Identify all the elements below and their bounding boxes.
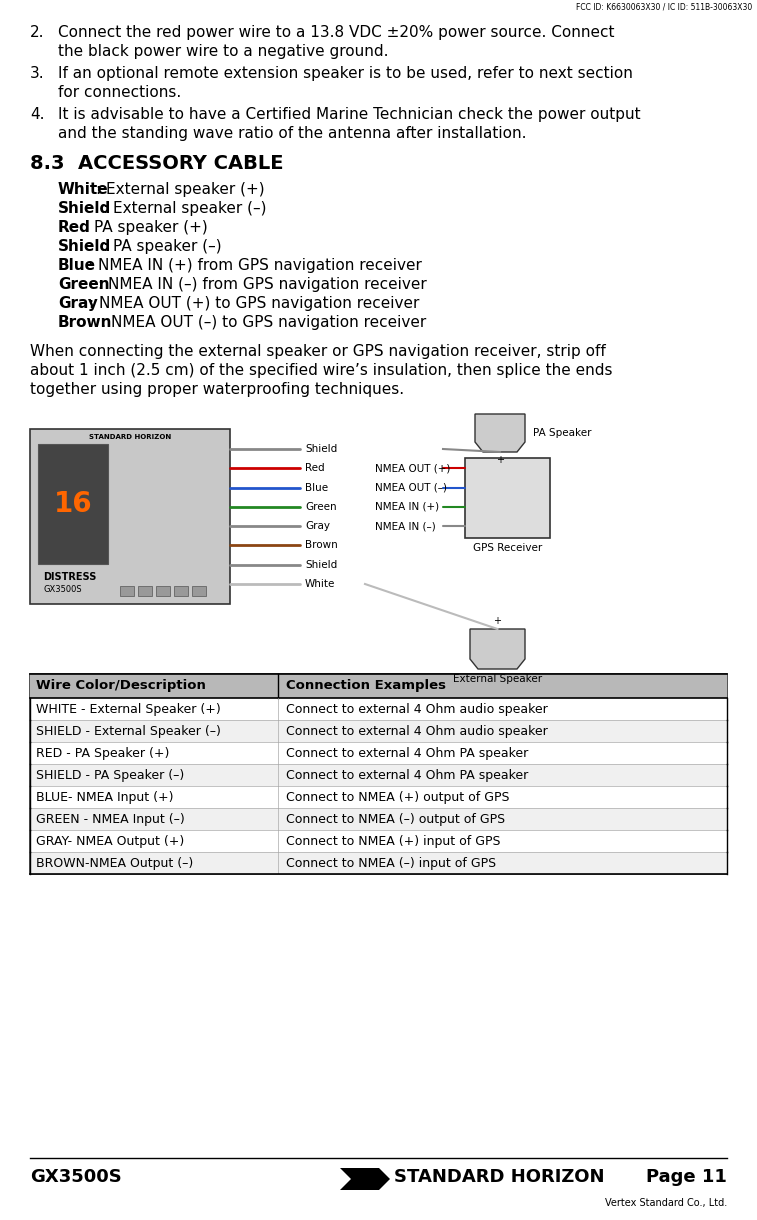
Bar xyxy=(30,742,727,764)
Text: 16: 16 xyxy=(54,490,92,518)
Text: : External speaker (–): : External speaker (–) xyxy=(103,201,266,216)
Polygon shape xyxy=(340,1168,373,1190)
Text: It is advisable to have a Certified Marine Technician check the power output: It is advisable to have a Certified Mari… xyxy=(58,107,640,122)
Text: Connection Examples: Connection Examples xyxy=(286,680,446,693)
Text: GREEN - NMEA Input (–): GREEN - NMEA Input (–) xyxy=(36,813,185,826)
Bar xyxy=(30,852,727,874)
Text: Connect to external 4 Ohm audio speaker: Connect to external 4 Ohm audio speaker xyxy=(286,703,548,715)
Text: NMEA OUT (+): NMEA OUT (+) xyxy=(375,464,450,473)
Text: External Speaker: External Speaker xyxy=(453,673,542,684)
Bar xyxy=(30,830,727,852)
Text: FCC ID: K6630063X30 / IC ID: 511B-30063X30: FCC ID: K6630063X30 / IC ID: 511B-30063X… xyxy=(576,2,752,12)
Text: Connect to NMEA (–) output of GPS: Connect to NMEA (–) output of GPS xyxy=(286,813,505,826)
Bar xyxy=(120,586,134,597)
Text: Wire Color/Description: Wire Color/Description xyxy=(36,680,206,693)
Text: : PA speaker (–): : PA speaker (–) xyxy=(103,239,222,254)
Text: GRAY- NMEA Output (+): GRAY- NMEA Output (+) xyxy=(36,834,184,848)
Text: GX3500S: GX3500S xyxy=(43,584,82,593)
Bar xyxy=(30,764,727,786)
Text: NMEA IN (+): NMEA IN (+) xyxy=(375,501,439,512)
Text: NMEA IN (–): NMEA IN (–) xyxy=(375,521,436,531)
Text: STANDARD HORIZON: STANDARD HORIZON xyxy=(394,1168,605,1186)
Text: Green: Green xyxy=(305,501,337,512)
Text: DISTRESS: DISTRESS xyxy=(43,572,96,582)
Text: : NMEA OUT (+) to GPS navigation receiver: : NMEA OUT (+) to GPS navigation receive… xyxy=(89,296,419,311)
Text: : PA speaker (+): : PA speaker (+) xyxy=(84,220,207,235)
Bar xyxy=(30,808,727,830)
Text: GPS Receiver: GPS Receiver xyxy=(473,543,542,554)
Text: Connect to NMEA (–) input of GPS: Connect to NMEA (–) input of GPS xyxy=(286,856,496,870)
Polygon shape xyxy=(470,630,525,669)
Bar xyxy=(30,429,230,604)
Text: +: + xyxy=(494,616,501,626)
Text: Red: Red xyxy=(58,220,91,235)
Text: Page 11: Page 11 xyxy=(646,1168,727,1186)
Text: 3.: 3. xyxy=(30,66,45,81)
Text: Connect the red power wire to a 13.8 VDC ±20% power source. Connect: Connect the red power wire to a 13.8 VDC… xyxy=(58,24,615,40)
Text: +: + xyxy=(496,455,504,465)
Text: Shield: Shield xyxy=(305,444,338,454)
Text: Connect to external 4 Ohm PA speaker: Connect to external 4 Ohm PA speaker xyxy=(286,769,528,782)
Bar xyxy=(192,586,206,597)
Text: Blue: Blue xyxy=(305,483,328,493)
Bar xyxy=(30,673,727,874)
Text: Brown: Brown xyxy=(58,315,113,329)
Bar xyxy=(138,586,152,597)
Text: When connecting the external speaker or GPS navigation receiver, strip off: When connecting the external speaker or … xyxy=(30,344,606,359)
Text: Connect to NMEA (+) input of GPS: Connect to NMEA (+) input of GPS xyxy=(286,834,500,848)
Text: together using proper waterproofing techniques.: together using proper waterproofing tech… xyxy=(30,382,404,396)
Text: White: White xyxy=(58,182,108,196)
Bar xyxy=(38,444,108,564)
Text: about 1 inch (2.5 cm) of the specified wire’s insulation, then splice the ends: about 1 inch (2.5 cm) of the specified w… xyxy=(30,364,612,378)
Text: Gray: Gray xyxy=(305,521,330,531)
Bar xyxy=(30,698,727,720)
Text: Vertex Standard Co., Ltd.: Vertex Standard Co., Ltd. xyxy=(605,1198,727,1208)
Text: 8.3  ACCESSORY CABLE: 8.3 ACCESSORY CABLE xyxy=(30,154,284,173)
Text: : NMEA OUT (–) to GPS navigation receiver: : NMEA OUT (–) to GPS navigation receive… xyxy=(101,315,426,329)
Bar xyxy=(30,720,727,742)
Text: Green: Green xyxy=(58,277,110,292)
Text: Connect to external 4 Ohm audio speaker: Connect to external 4 Ohm audio speaker xyxy=(286,725,548,738)
Text: Connect to NMEA (+) output of GPS: Connect to NMEA (+) output of GPS xyxy=(286,791,509,804)
Text: Shield: Shield xyxy=(58,239,111,254)
Text: STANDARD HORIZON: STANDARD HORIZON xyxy=(89,434,171,440)
Text: and the standing wave ratio of the antenna after installation.: and the standing wave ratio of the anten… xyxy=(58,126,527,142)
Text: Connect to external 4 Ohm PA speaker: Connect to external 4 Ohm PA speaker xyxy=(286,747,528,760)
Text: for connections.: for connections. xyxy=(58,85,181,100)
Text: : NMEA IN (–) from GPS navigation receiver: : NMEA IN (–) from GPS navigation receiv… xyxy=(98,277,427,292)
Bar xyxy=(30,786,727,808)
Text: If an optional remote extension speaker is to be used, refer to next section: If an optional remote extension speaker … xyxy=(58,66,633,81)
Bar xyxy=(30,673,727,698)
Polygon shape xyxy=(475,414,525,451)
Text: NMEA OUT (–): NMEA OUT (–) xyxy=(375,483,447,493)
Text: SHIELD - External Speaker (–): SHIELD - External Speaker (–) xyxy=(36,725,221,738)
Text: Shield: Shield xyxy=(305,560,338,570)
Text: BROWN-NMEA Output (–): BROWN-NMEA Output (–) xyxy=(36,856,193,870)
Text: the black power wire to a negative ground.: the black power wire to a negative groun… xyxy=(58,44,388,59)
Text: 4.: 4. xyxy=(30,107,45,122)
Text: SHIELD - PA Speaker (–): SHIELD - PA Speaker (–) xyxy=(36,769,184,782)
Text: : NMEA IN (+) from GPS navigation receiver: : NMEA IN (+) from GPS navigation receiv… xyxy=(88,257,422,273)
Text: Red: Red xyxy=(305,464,325,473)
Text: 2.: 2. xyxy=(30,24,45,40)
Text: PA Speaker: PA Speaker xyxy=(533,428,591,438)
Text: Shield: Shield xyxy=(58,201,111,216)
Text: WHITE - External Speaker (+): WHITE - External Speaker (+) xyxy=(36,703,221,715)
Bar xyxy=(174,586,188,597)
Text: RED - PA Speaker (+): RED - PA Speaker (+) xyxy=(36,747,170,760)
Text: White: White xyxy=(305,580,335,589)
Text: GX3500S: GX3500S xyxy=(30,1168,122,1186)
Bar xyxy=(156,586,170,597)
Text: : External speaker (+): : External speaker (+) xyxy=(96,182,265,196)
Bar xyxy=(465,459,550,538)
Text: Gray: Gray xyxy=(58,296,98,311)
Polygon shape xyxy=(357,1168,390,1190)
Text: BLUE- NMEA Input (+): BLUE- NMEA Input (+) xyxy=(36,791,173,804)
Text: Blue: Blue xyxy=(58,257,96,273)
Text: Brown: Brown xyxy=(305,540,338,550)
